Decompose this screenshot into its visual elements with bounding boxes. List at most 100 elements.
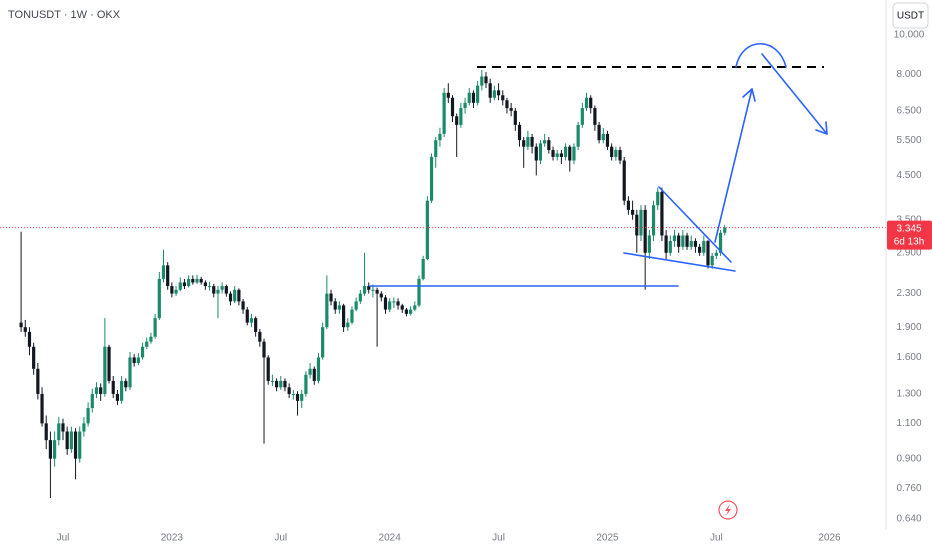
arrow-head: [742, 88, 756, 102]
candle-body: [584, 97, 589, 109]
candle-body: [287, 387, 291, 394]
y-tick-label: 0.900: [896, 453, 921, 464]
x-tick-label: Jul: [57, 533, 70, 544]
candle-body: [291, 393, 295, 395]
x-tick-label: Jul: [274, 533, 287, 544]
candle-body: [714, 252, 718, 256]
candle-body: [685, 235, 689, 247]
candle-body: [346, 322, 350, 328]
candle-body: [333, 301, 337, 310]
drawings: [369, 42, 828, 287]
candle-body: [496, 90, 501, 96]
candle-body: [450, 97, 455, 117]
candle-body: [73, 431, 78, 459]
candle-body: [388, 301, 392, 310]
candle-body: [605, 133, 610, 147]
candle-body: [274, 380, 279, 388]
candle-body: [224, 286, 228, 294]
alert-bolt[interactable]: [725, 504, 731, 516]
candle-body: [522, 140, 526, 147]
candle-body: [710, 255, 714, 266]
candle-body: [233, 289, 237, 302]
candle-body: [36, 368, 40, 394]
candle-body: [53, 440, 57, 459]
currency-button-label[interactable]: USDT: [897, 11, 924, 22]
candle-body: [681, 235, 685, 247]
y-tick-label: 2.900: [896, 247, 921, 258]
candle-body: [367, 286, 371, 290]
candle-body: [392, 301, 396, 303]
candle-body: [19, 322, 23, 328]
alert-icon[interactable]: [718, 500, 738, 520]
candle-body: [589, 97, 593, 109]
candle-body: [245, 309, 249, 323]
y-tick-label: 1.300: [896, 389, 921, 400]
y-tick-label: 0.640: [896, 513, 921, 524]
candle-body: [576, 124, 580, 147]
candle-body: [115, 393, 120, 401]
candle-body: [459, 108, 463, 125]
candle-body: [191, 278, 195, 283]
candle-body: [723, 227, 727, 233]
candle-body: [262, 341, 266, 358]
candle-body: [228, 293, 233, 302]
candle-body: [140, 346, 145, 358]
currency-button-box[interactable]: [892, 2, 929, 29]
arrow-up: [714, 88, 753, 243]
candle-body: [354, 301, 358, 310]
candle-body: [467, 92, 471, 103]
candle-body: [107, 346, 111, 381]
candle-body: [660, 191, 664, 236]
candle-body: [170, 286, 174, 294]
candle-body: [128, 357, 132, 388]
candle-body: [300, 393, 304, 401]
arc: [735, 42, 787, 68]
candle-body: [593, 108, 597, 125]
last-price-label: 3.345: [896, 223, 921, 234]
currency-button[interactable]: USDT: [892, 2, 929, 29]
candle-body: [677, 235, 681, 247]
candle-body: [237, 289, 241, 302]
candle-body: [672, 235, 677, 242]
candle-body: [610, 146, 614, 157]
candle-body: [693, 241, 698, 247]
y-tick-label: 1.100: [896, 418, 921, 429]
y-tick-label: 1.900: [896, 322, 921, 333]
candle-body: [32, 346, 36, 369]
candle-body: [442, 92, 446, 134]
candle-body: [400, 305, 404, 310]
candle-body: [61, 423, 65, 432]
y-tick-label: 6.500: [896, 105, 921, 116]
last-price-tag: [887, 220, 932, 250]
candle-body: [480, 76, 484, 86]
candle-body: [48, 440, 53, 459]
candle-body: [476, 85, 480, 103]
candle-body: [718, 232, 723, 253]
candle-body: [631, 209, 635, 215]
y-tick-label: 2.300: [896, 288, 921, 299]
chart-title: TONUSDT · 1W · OKX: [8, 9, 121, 21]
candle-body: [161, 265, 166, 279]
candle-body: [559, 153, 563, 157]
candle-body: [664, 235, 668, 253]
candle-body: [668, 241, 672, 253]
candle-body: [145, 341, 149, 347]
x-tick-label: 2026: [818, 533, 841, 544]
candle-body: [417, 278, 421, 306]
candle-body: [258, 331, 262, 342]
candle-body: [689, 241, 693, 247]
candle-body: [656, 191, 660, 206]
candle-body: [434, 140, 438, 157]
candle-body: [103, 346, 107, 394]
candle-body: [492, 90, 496, 98]
candle-body: [316, 357, 321, 381]
candle-body: [601, 133, 605, 141]
candle-body: [153, 318, 157, 337]
candle-body: [413, 305, 417, 310]
candle-body: [342, 305, 346, 328]
candle-body: [40, 393, 44, 424]
candle-body: [463, 102, 467, 109]
candle-body: [266, 357, 270, 381]
candle-body: [455, 116, 459, 125]
